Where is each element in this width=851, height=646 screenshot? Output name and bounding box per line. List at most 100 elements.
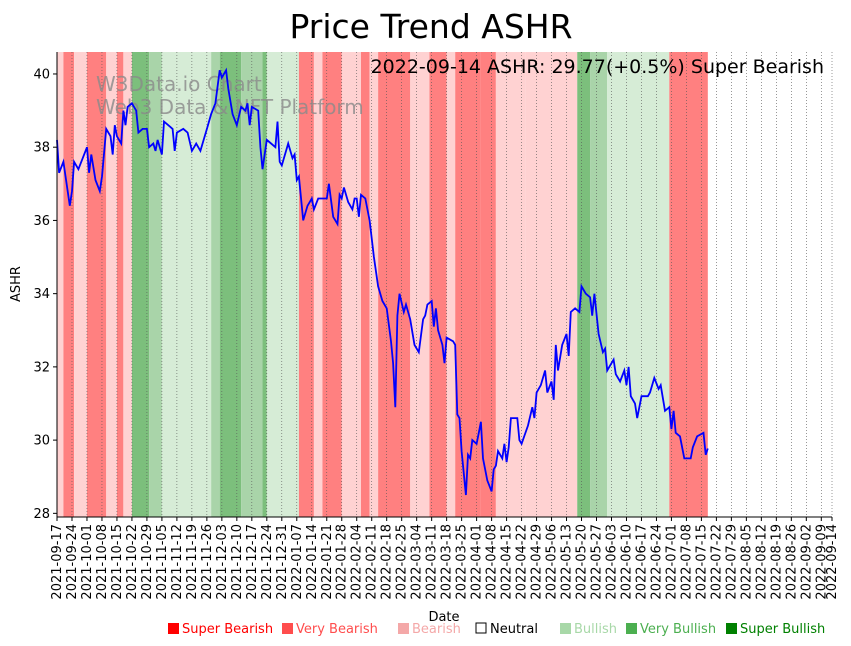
price-line xyxy=(56,67,709,496)
y-axis-ticks: 28 30 32 34 36 38 40 xyxy=(33,67,57,522)
legend-swatch xyxy=(168,623,179,634)
x-tick-label: 2022-07-01 xyxy=(664,524,679,600)
x-tick-label: 2022-01-28 xyxy=(335,524,350,600)
regime-band xyxy=(669,52,708,517)
x-tick-label: 2022-03-25 xyxy=(455,524,470,600)
regime-band xyxy=(106,52,117,517)
x-tick-label: 2022-02-11 xyxy=(365,524,380,600)
regime-band xyxy=(361,52,370,517)
x-tick-label: 2021-12-10 xyxy=(230,524,245,600)
legend-label: Super Bearish xyxy=(182,622,273,637)
regime-band xyxy=(63,52,75,517)
x-tick-label: 2022-06-24 xyxy=(649,524,664,600)
regime-band xyxy=(313,52,323,517)
x-tick-label: 2021-11-19 xyxy=(185,524,200,600)
x-tick-label: 2022-05-27 xyxy=(590,524,605,600)
legend-label: Super Bullish xyxy=(740,622,825,637)
x-tick-label: 2022-06-17 xyxy=(634,524,649,600)
regime-band xyxy=(219,52,242,517)
x-tick-label: 2022-02-25 xyxy=(395,524,410,600)
regime-band xyxy=(241,52,263,517)
legend-label: Bearish xyxy=(412,622,461,637)
x-tick-label: 2021-10-01 xyxy=(80,524,95,600)
legend: Super Bearish Very Bearish Bearish Neutral B… xyxy=(168,622,825,637)
legend-swatch xyxy=(282,623,293,634)
regime-band xyxy=(577,52,591,517)
regime-band xyxy=(161,52,212,517)
legend-label: Neutral xyxy=(490,622,538,637)
legend-swatch xyxy=(726,623,737,634)
regime-band xyxy=(429,52,447,517)
regime-band xyxy=(86,52,107,517)
x-tick-label: 2022-08-19 xyxy=(769,524,784,600)
x-tick-label: 2021-12-03 xyxy=(215,524,230,600)
regime-band xyxy=(131,52,150,517)
x-tick-label: 2022-07-08 xyxy=(679,524,694,600)
x-tick-label: 2022-04-29 xyxy=(530,524,545,600)
legend-swatch xyxy=(398,623,409,634)
legend-item: Neutral xyxy=(475,622,538,637)
regime-band xyxy=(57,52,64,517)
x-tick-label: 2021-09-17 xyxy=(50,524,65,600)
x-tick-label: 2022-07-22 xyxy=(709,524,724,600)
y-tick-label: 30 xyxy=(33,434,50,449)
x-tick-label: 2022-01-07 xyxy=(290,524,305,600)
y-tick-label: 38 xyxy=(33,141,50,156)
x-tick-label: 2021-12-17 xyxy=(245,524,260,600)
x-tick-label: 2022-09-02 xyxy=(799,524,814,600)
regime-band xyxy=(123,52,132,517)
x-tick-label: 2022-03-04 xyxy=(410,524,425,600)
x-tick-label: 2021-11-12 xyxy=(170,524,185,600)
x-tick-label: 2022-06-03 xyxy=(604,524,619,600)
x-tick-label: 2022-07-15 xyxy=(694,524,709,600)
x-tick-label: 2022-03-18 xyxy=(440,524,455,600)
regime-band xyxy=(116,52,124,517)
x-tick-label: 2022-04-22 xyxy=(515,524,530,600)
x-tick-label: 2021-11-26 xyxy=(200,524,215,600)
legend-item: Bullish xyxy=(560,622,617,637)
legend-label: Very Bullish xyxy=(640,622,716,637)
x-tick-label: 2021-12-24 xyxy=(260,524,275,600)
y-tick-label: 32 xyxy=(33,360,50,375)
x-tick-label: 2022-02-18 xyxy=(380,524,395,600)
legend-item: Super Bullish xyxy=(726,622,825,637)
x-tick-label: 2022-02-04 xyxy=(350,524,365,600)
legend-item: Bearish xyxy=(398,622,461,637)
legend-swatch xyxy=(475,622,487,634)
regime-band xyxy=(369,52,379,517)
x-tick-label: 2021-10-15 xyxy=(110,524,125,600)
x-tick-label: 2021-12-31 xyxy=(275,524,290,600)
y-tick-label: 34 xyxy=(33,287,50,302)
regime-band xyxy=(298,52,314,517)
x-tick-label: 2022-05-06 xyxy=(545,524,560,600)
x-tick-label: 2022-03-11 xyxy=(425,524,440,600)
x-tick-label: 2022-01-21 xyxy=(320,524,335,600)
legend-label: Very Bearish xyxy=(296,622,378,637)
regime-band xyxy=(341,52,362,517)
regime-band xyxy=(378,52,411,517)
x-tick-label: 2022-09-09 xyxy=(814,524,829,600)
legend-swatch xyxy=(626,623,637,634)
x-tick-label: 2022-05-20 xyxy=(575,524,590,600)
headline-status: 2022-09-14 ASHR: 29.77(+0.5%) Super Bear… xyxy=(371,56,824,78)
x-tick-label: 2022-08-05 xyxy=(739,524,754,600)
regime-band xyxy=(262,52,267,517)
y-axis-label: ASHR xyxy=(9,266,24,302)
x-tick-label: 2022-06-10 xyxy=(619,524,634,600)
legend-item: Very Bullish xyxy=(626,622,716,637)
regime-band xyxy=(266,52,299,517)
regime-band xyxy=(495,52,526,517)
x-tick-label: 2021-10-08 xyxy=(95,524,110,600)
x-tick-label: 2022-08-26 xyxy=(784,524,799,600)
x-tick-label: 2022-05-13 xyxy=(560,524,575,600)
regime-band xyxy=(590,52,608,517)
x-tick-label: 2022-01-14 xyxy=(305,524,320,600)
legend-item: Very Bearish xyxy=(282,622,378,637)
regime-band xyxy=(607,52,670,517)
regime-band xyxy=(480,52,496,517)
regime-band xyxy=(455,52,481,517)
watermark-line-1: W3Data.io Chart xyxy=(96,72,262,96)
regime-bands xyxy=(57,52,708,517)
x-tick-label: 2021-10-29 xyxy=(140,524,155,600)
x-axis-ticks: 2021-09-17 2021-09-24 2021-10-01 2021-10-08… xyxy=(50,517,840,600)
